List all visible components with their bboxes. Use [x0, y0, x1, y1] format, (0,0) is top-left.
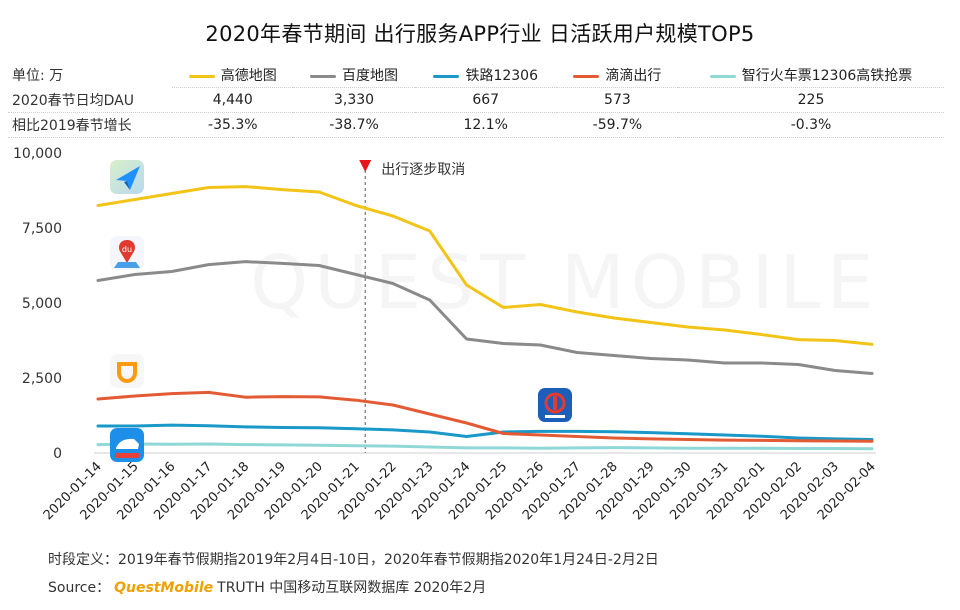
legend-swatch-railway [433, 74, 460, 78]
y-tick-label: 10,000 [13, 146, 62, 162]
line-chart: 02,5005,0007,50010,000出行逐步取消2020-01-1420… [13, 146, 879, 523]
legend-item-gaode: 高德地图 [172, 63, 294, 88]
row-label-growth: 相比2019春节增长 [8, 112, 173, 138]
legend-item-baidu: 百度地图 [293, 63, 415, 88]
zhixing-train-icon [110, 428, 144, 462]
source-rest: TRUTH 中国移动互联网数据库 2020年2月 [217, 580, 487, 596]
series-line-3 [96, 390, 874, 443]
growth-cell: -35.3% [172, 112, 294, 138]
legend-swatch-didi [573, 74, 600, 78]
baidu-map-icon: du [110, 236, 144, 270]
legend-item-railway: 铁路12306 [414, 63, 557, 88]
dau-cell: 573 [556, 87, 679, 113]
source-brand: QuestMobile [114, 580, 214, 596]
chart-title: 2020年春节期间 出行服务APP行业 日活跃用户规模TOP5 [205, 22, 755, 46]
series-line-4 [96, 442, 874, 451]
series-line-0 [96, 185, 874, 346]
dau-cell: 225 [678, 87, 944, 113]
unit-label: 单位: 万 [12, 68, 64, 85]
footer-source: Source： QuestMobile TRUTH 中国移动互联网数据库 2020年… [48, 577, 486, 597]
legend-swatch-gaode [188, 74, 215, 78]
growth-cell: -0.3% [678, 112, 944, 138]
y-tick-label: 7,500 [22, 221, 62, 237]
y-tick-label: 5,000 [22, 296, 62, 312]
annotation-triangle [359, 160, 372, 172]
annotation-label: 出行逐步取消 [381, 162, 465, 178]
growth-cell: 12.1% [414, 112, 557, 138]
series-line-2 [96, 423, 874, 441]
footer-definition: 时段定义：2019年春节假期指2019年2月4日-10日，2020年春节假期指2… [48, 552, 659, 568]
legend-table: 单位: 万 高德地图 百度地图 铁路12306 滴滴出行 智行火车票12306高… [8, 63, 944, 138]
growth-cell: -59.7% [556, 112, 679, 138]
didi-icon [110, 354, 144, 388]
legend-swatch-zhixing [709, 74, 736, 78]
legend-swatch-baidu [310, 74, 337, 78]
growth-cell: -38.7% [293, 112, 415, 138]
gaode-map-icon [110, 160, 144, 194]
legend-item-zhixing: 智行火车票12306高铁抢票 [678, 63, 944, 88]
series-line-1 [96, 260, 874, 375]
source-prefix: Source： [48, 580, 111, 596]
dau-cell: 4,440 [172, 87, 294, 113]
dau-cell: 3,330 [293, 87, 415, 113]
dau-cell: 667 [414, 87, 557, 113]
legend-item-didi: 滴滴出行 [556, 63, 679, 88]
y-tick-label: 0 [53, 446, 62, 462]
svg-text:du: du [122, 245, 132, 254]
y-tick-label: 2,500 [22, 371, 62, 387]
row-label-dau: 2020春节日均DAU [8, 87, 173, 113]
railway-12306-icon [538, 388, 572, 422]
